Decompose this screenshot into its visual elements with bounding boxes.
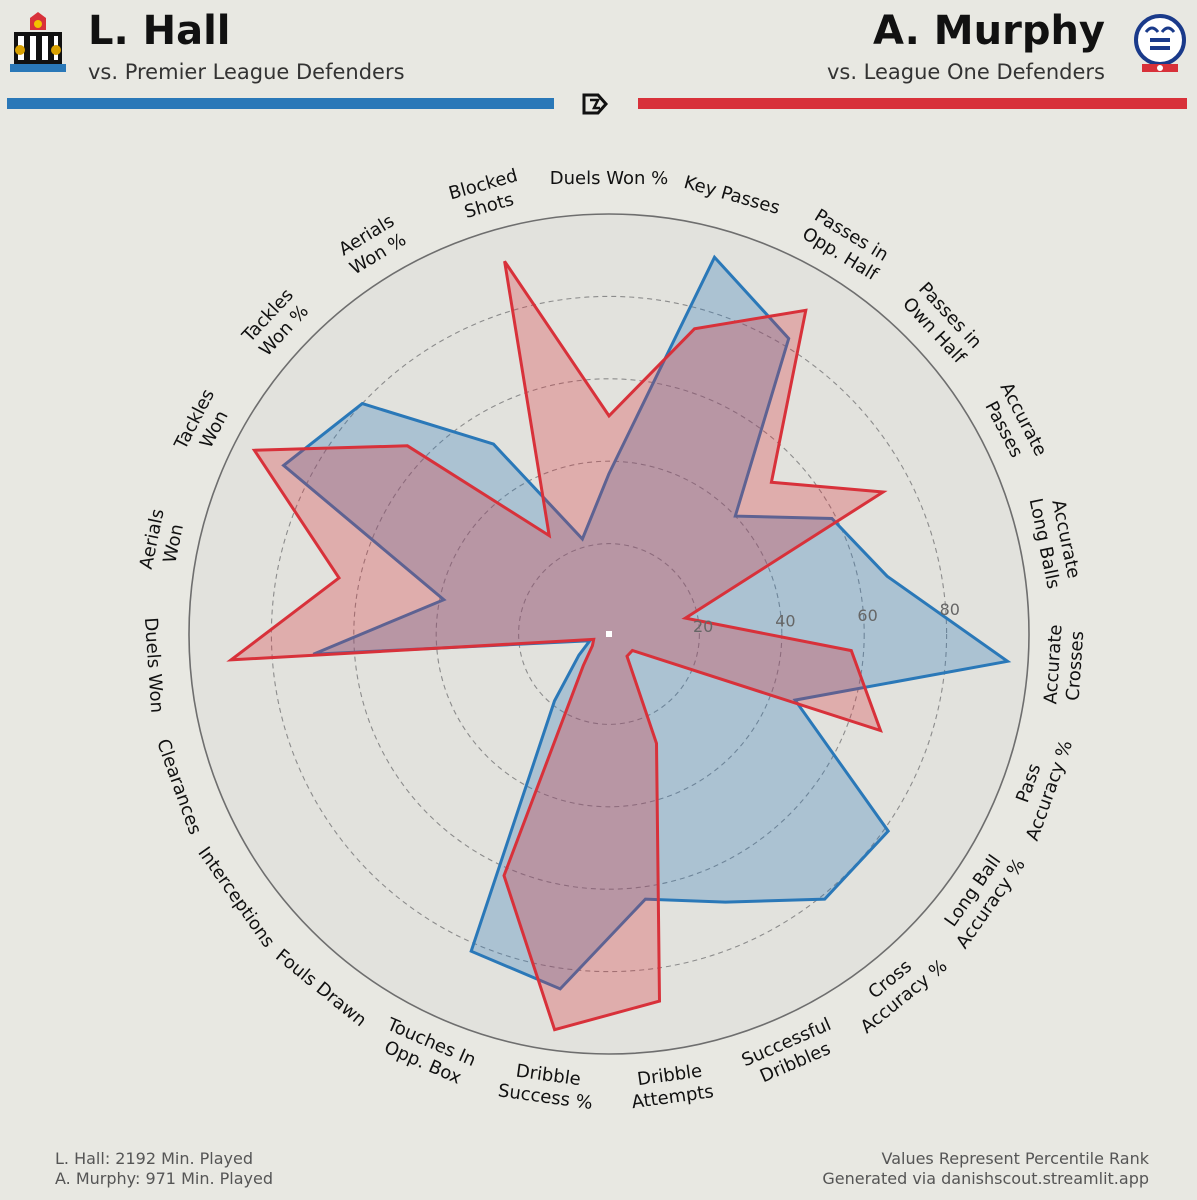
radar-axis-label: DribbleAttempts	[627, 1059, 715, 1113]
radar-series-right-player	[226, 260, 888, 1032]
radar-series-left-player	[281, 254, 1012, 991]
radar-axis-label: DribbleSuccess %	[497, 1059, 597, 1115]
radar-axis-label: Key Passes	[682, 172, 783, 219]
footer-notes: Values Represent Percentile Rank Generat…	[822, 1149, 1149, 1189]
footer-left-line1: L. Hall: 2192 Min. Played	[55, 1149, 254, 1168]
left-player-color-bar	[7, 98, 554, 109]
radar-axis-label: Duels Won	[140, 617, 167, 714]
left-player-name: L. Hall	[88, 8, 231, 54]
footer-right-line2: Generated via danishscout.streamlit.app	[822, 1169, 1149, 1188]
radar-axis-label: AerialsWon	[136, 507, 190, 575]
radar-ring-tick-label: 80	[940, 600, 960, 619]
radar-axis-label: TacklesWon	[170, 386, 238, 464]
radar-ring-tick-label: 40	[775, 611, 795, 630]
radar-axis-label: AccurateCrosses	[1040, 624, 1088, 707]
radar-grid-ring	[435, 460, 783, 808]
radar-axis-label: Clearances	[152, 736, 205, 837]
radar-axis-label: AerialsWon %	[335, 210, 410, 279]
radar-axis-label: BlockedShots	[446, 165, 526, 225]
radar-ring-tick-label: 60	[857, 606, 877, 625]
left-player-subtitle: vs. Premier League Defenders	[88, 60, 405, 84]
footer-left-line2: A. Murphy: 971 Min. Played	[55, 1169, 273, 1188]
right-player-subtitle: vs. League One Defenders	[826, 60, 1105, 84]
radar-axis-label: AccurateLong Balls	[1025, 492, 1086, 591]
bolton-crest-icon	[1134, 14, 1186, 72]
footer-minutes: L. Hall: 2192 Min. Played A. Murphy: 971…	[55, 1149, 273, 1189]
radar-axis-label: Duels Won %	[550, 168, 668, 189]
right-player-name: A. Murphy	[872, 8, 1105, 54]
radar-grid-ring	[518, 543, 700, 725]
radar-grid-ring	[270, 295, 948, 973]
radar-center-marker	[606, 631, 612, 637]
footer-right-line1: Values Represent Percentile Rank	[881, 1149, 1149, 1168]
danishscout-logo-icon	[582, 93, 609, 115]
radar-grid-ring	[353, 378, 865, 890]
radar-ring-tick-label: 20	[693, 617, 713, 636]
right-player-color-bar	[638, 98, 1187, 109]
newcastle-crest-icon	[10, 12, 66, 72]
